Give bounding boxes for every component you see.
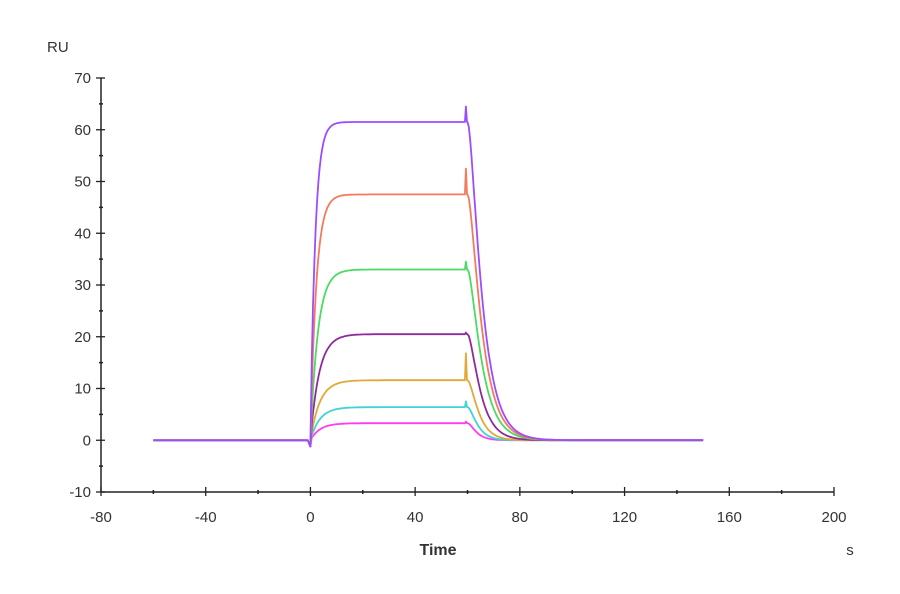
y-tick-label: 60	[74, 122, 91, 139]
x-tick-label: 200	[821, 509, 846, 526]
x-axis-ticks: -80 -40 0 40 80 120 160 200	[90, 487, 847, 526]
y-tick-label: 70	[74, 70, 91, 87]
y-tick-label: 20	[74, 329, 91, 346]
series-line-curve-7	[153, 420, 704, 448]
x-axis-label: Time	[419, 542, 456, 559]
x-tick-label: 160	[717, 509, 742, 526]
series-line-curve-2	[153, 167, 704, 448]
x-tick-label: 0	[306, 509, 314, 526]
y-tick-label: 0	[83, 432, 91, 449]
y-axis-ticks: -10 0 10 20 30 40 50 60 70	[69, 70, 105, 501]
x-tick-label: -80	[90, 509, 112, 526]
x-axis-unit: s	[846, 542, 854, 559]
y-tick-label: -10	[69, 484, 91, 501]
series-line-curve-4	[153, 331, 704, 448]
y-tick-label: 40	[74, 225, 91, 242]
y-tick-label: 50	[74, 174, 91, 191]
series-line-curve-3	[153, 260, 704, 448]
y-axis-label: RU	[47, 39, 69, 56]
plot-curves	[153, 105, 704, 448]
series-line-curve-5	[153, 352, 704, 448]
x-tick-label: -40	[195, 509, 217, 526]
y-tick-label: 30	[74, 277, 91, 294]
x-tick-label: 40	[407, 509, 424, 526]
x-tick-label: 80	[512, 509, 529, 526]
x-tick-label: 120	[612, 509, 637, 526]
series-line-curve-1	[153, 105, 704, 448]
axes: -10 0 10 20 30 40 50 60 70 -80 -40 0 40 80 120 160 200	[69, 70, 846, 526]
y-tick-label: 10	[74, 381, 91, 398]
